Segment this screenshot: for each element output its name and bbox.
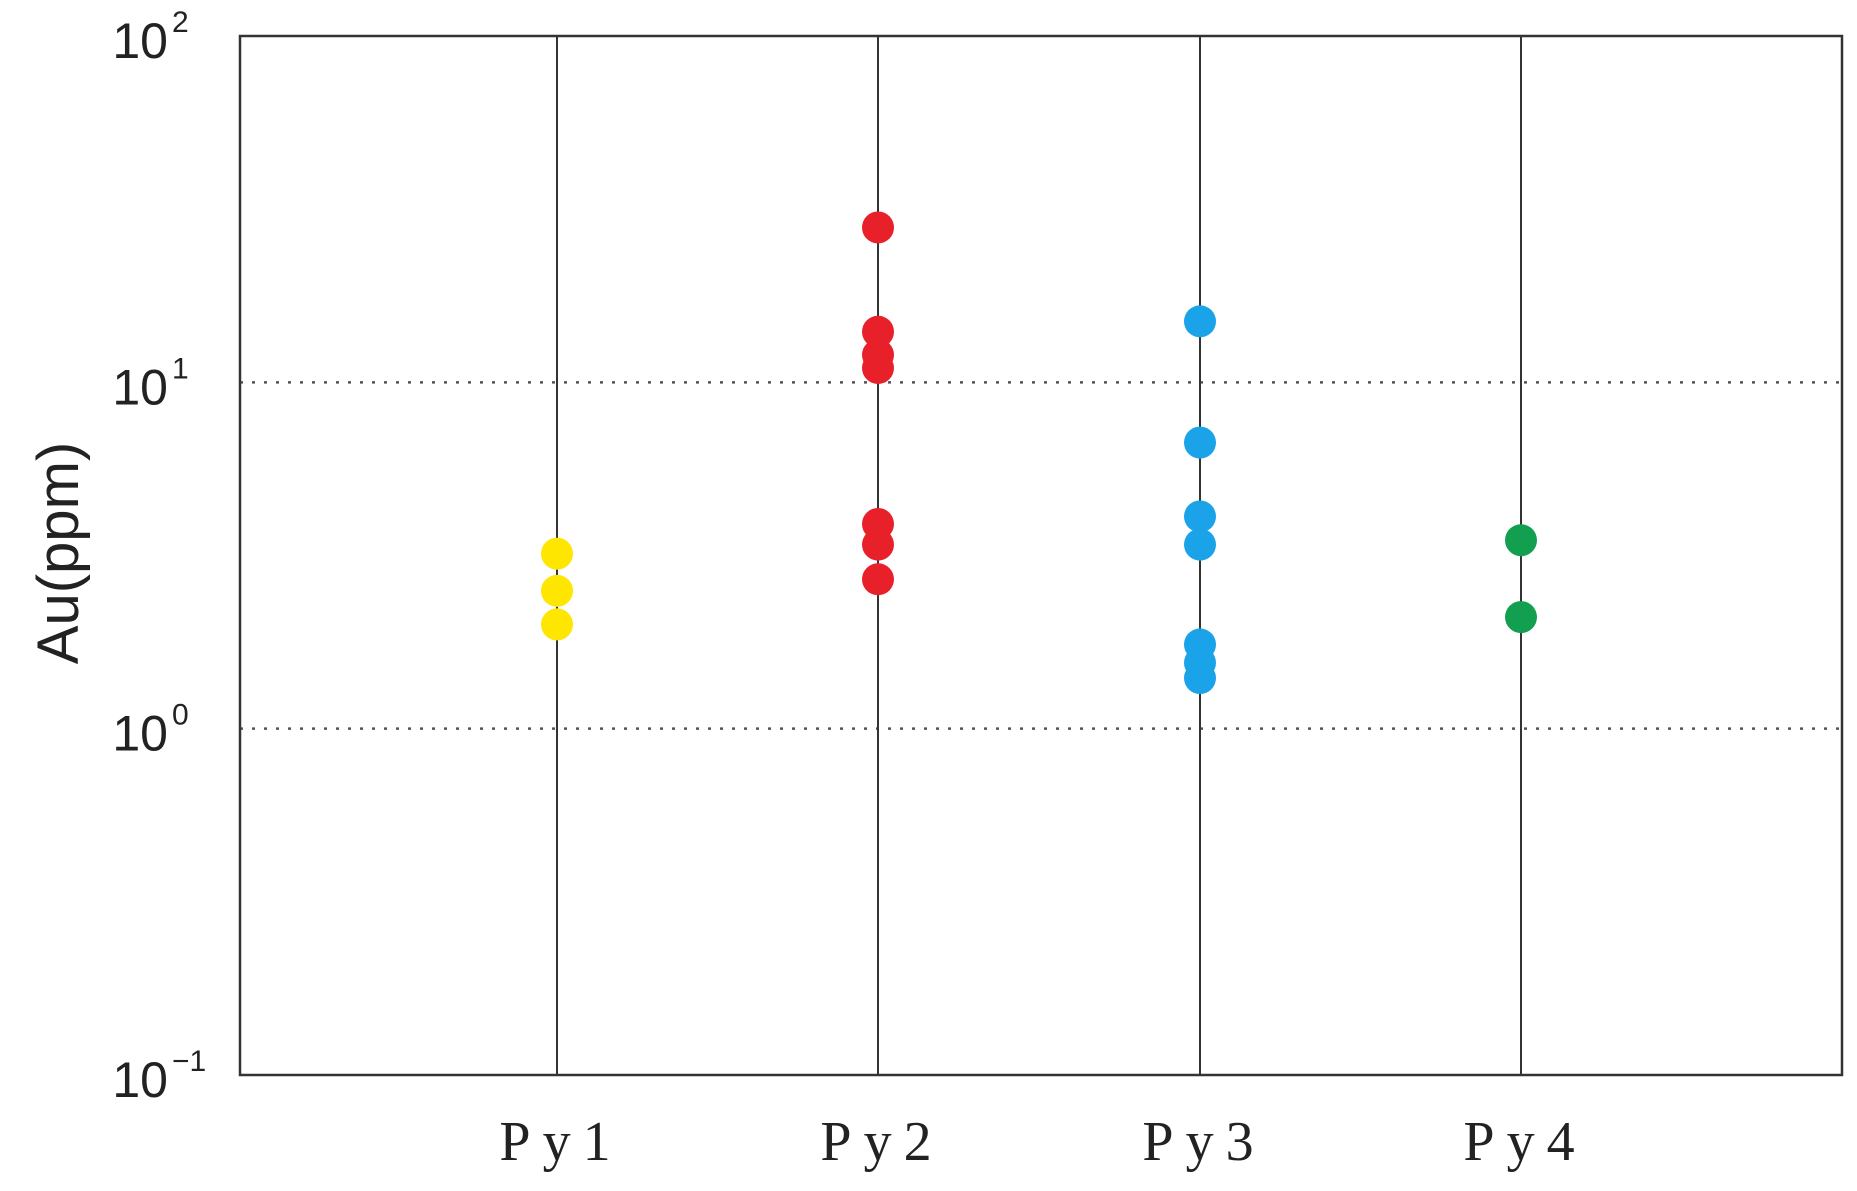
data-point-py2 <box>862 528 894 561</box>
y-tick-base: 10 <box>112 359 168 415</box>
x-tick-labels: Py1 Py2 Py3 Py4 <box>499 1111 1586 1173</box>
x-tick-label-py2: Py2 <box>820 1111 943 1173</box>
y-tick-base: 10 <box>112 1052 168 1108</box>
y-axis-label: Au(ppm) <box>26 442 91 664</box>
y-tick-base: 10 <box>112 706 168 762</box>
y-tick-exponent: 1 <box>172 352 189 385</box>
data-point-py4 <box>1505 601 1537 634</box>
data-point-py2 <box>862 211 894 244</box>
data-point-py2 <box>862 563 894 596</box>
data-point-py2 <box>862 351 894 384</box>
data-point-py3 <box>1184 528 1216 561</box>
x-tick-label-py4: Py4 <box>1463 1111 1586 1173</box>
y-tick-label: 10 1 <box>112 352 188 415</box>
category-lines <box>556 36 1522 1075</box>
data-point-py3 <box>1184 426 1216 459</box>
data-point-py3 <box>1184 662 1216 695</box>
y-tick-label: 10 2 <box>112 6 188 69</box>
y-tick-label: 10 0 <box>112 699 188 762</box>
data-point-py4 <box>1505 524 1537 557</box>
data-point-py1 <box>541 608 573 641</box>
plot-frame <box>238 34 1844 1077</box>
y-tick-base: 10 <box>112 13 168 69</box>
y-tick-label: 10 −1 <box>112 1045 206 1108</box>
gridlines <box>240 381 1842 730</box>
data-points <box>541 211 1537 695</box>
y-tick-exponent: 2 <box>172 6 189 39</box>
data-point-py2 <box>862 315 894 348</box>
y-tick-exponent: 0 <box>172 699 189 732</box>
data-point-py1 <box>541 537 573 570</box>
x-tick-label-py3: Py3 <box>1142 1111 1265 1173</box>
x-tick-label-py1: Py1 <box>499 1111 622 1173</box>
data-point-py1 <box>541 574 573 607</box>
data-point-py3 <box>1184 305 1216 338</box>
data-point-py3 <box>1184 500 1216 533</box>
y-tick-exponent: −1 <box>172 1045 206 1078</box>
